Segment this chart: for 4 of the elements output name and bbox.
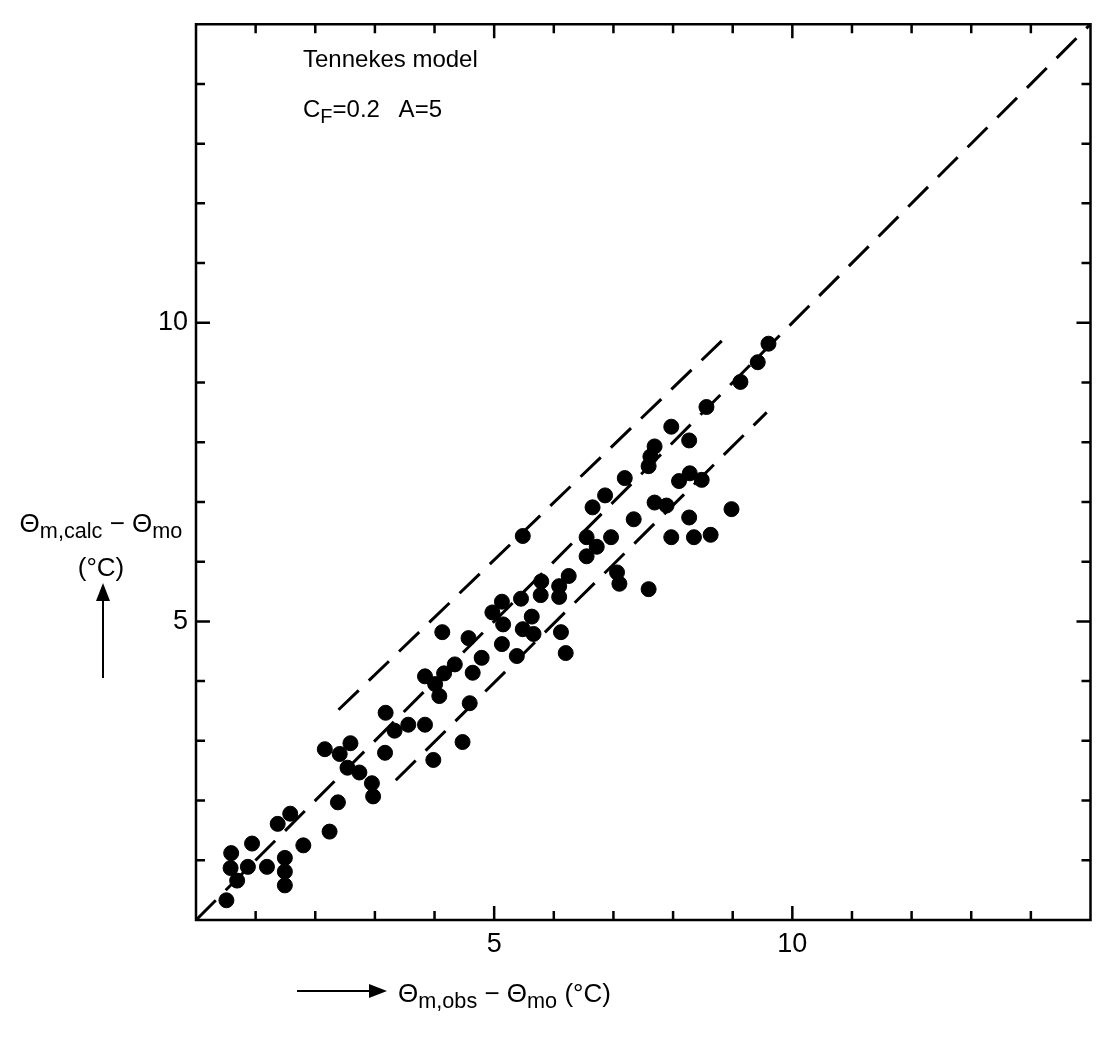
annotation: Tennekes model [303, 45, 478, 73]
text: Θ$_{m,calc}$ − Θ$_{mo}$ (°C) [19, 508, 183, 583]
x-axis-title: Θ$_{m,obs}$ − Θ$_{mo}$ (°C) [398, 978, 611, 1015]
annotation: C$_{F}$=0.2 A=5 [303, 95, 442, 128]
